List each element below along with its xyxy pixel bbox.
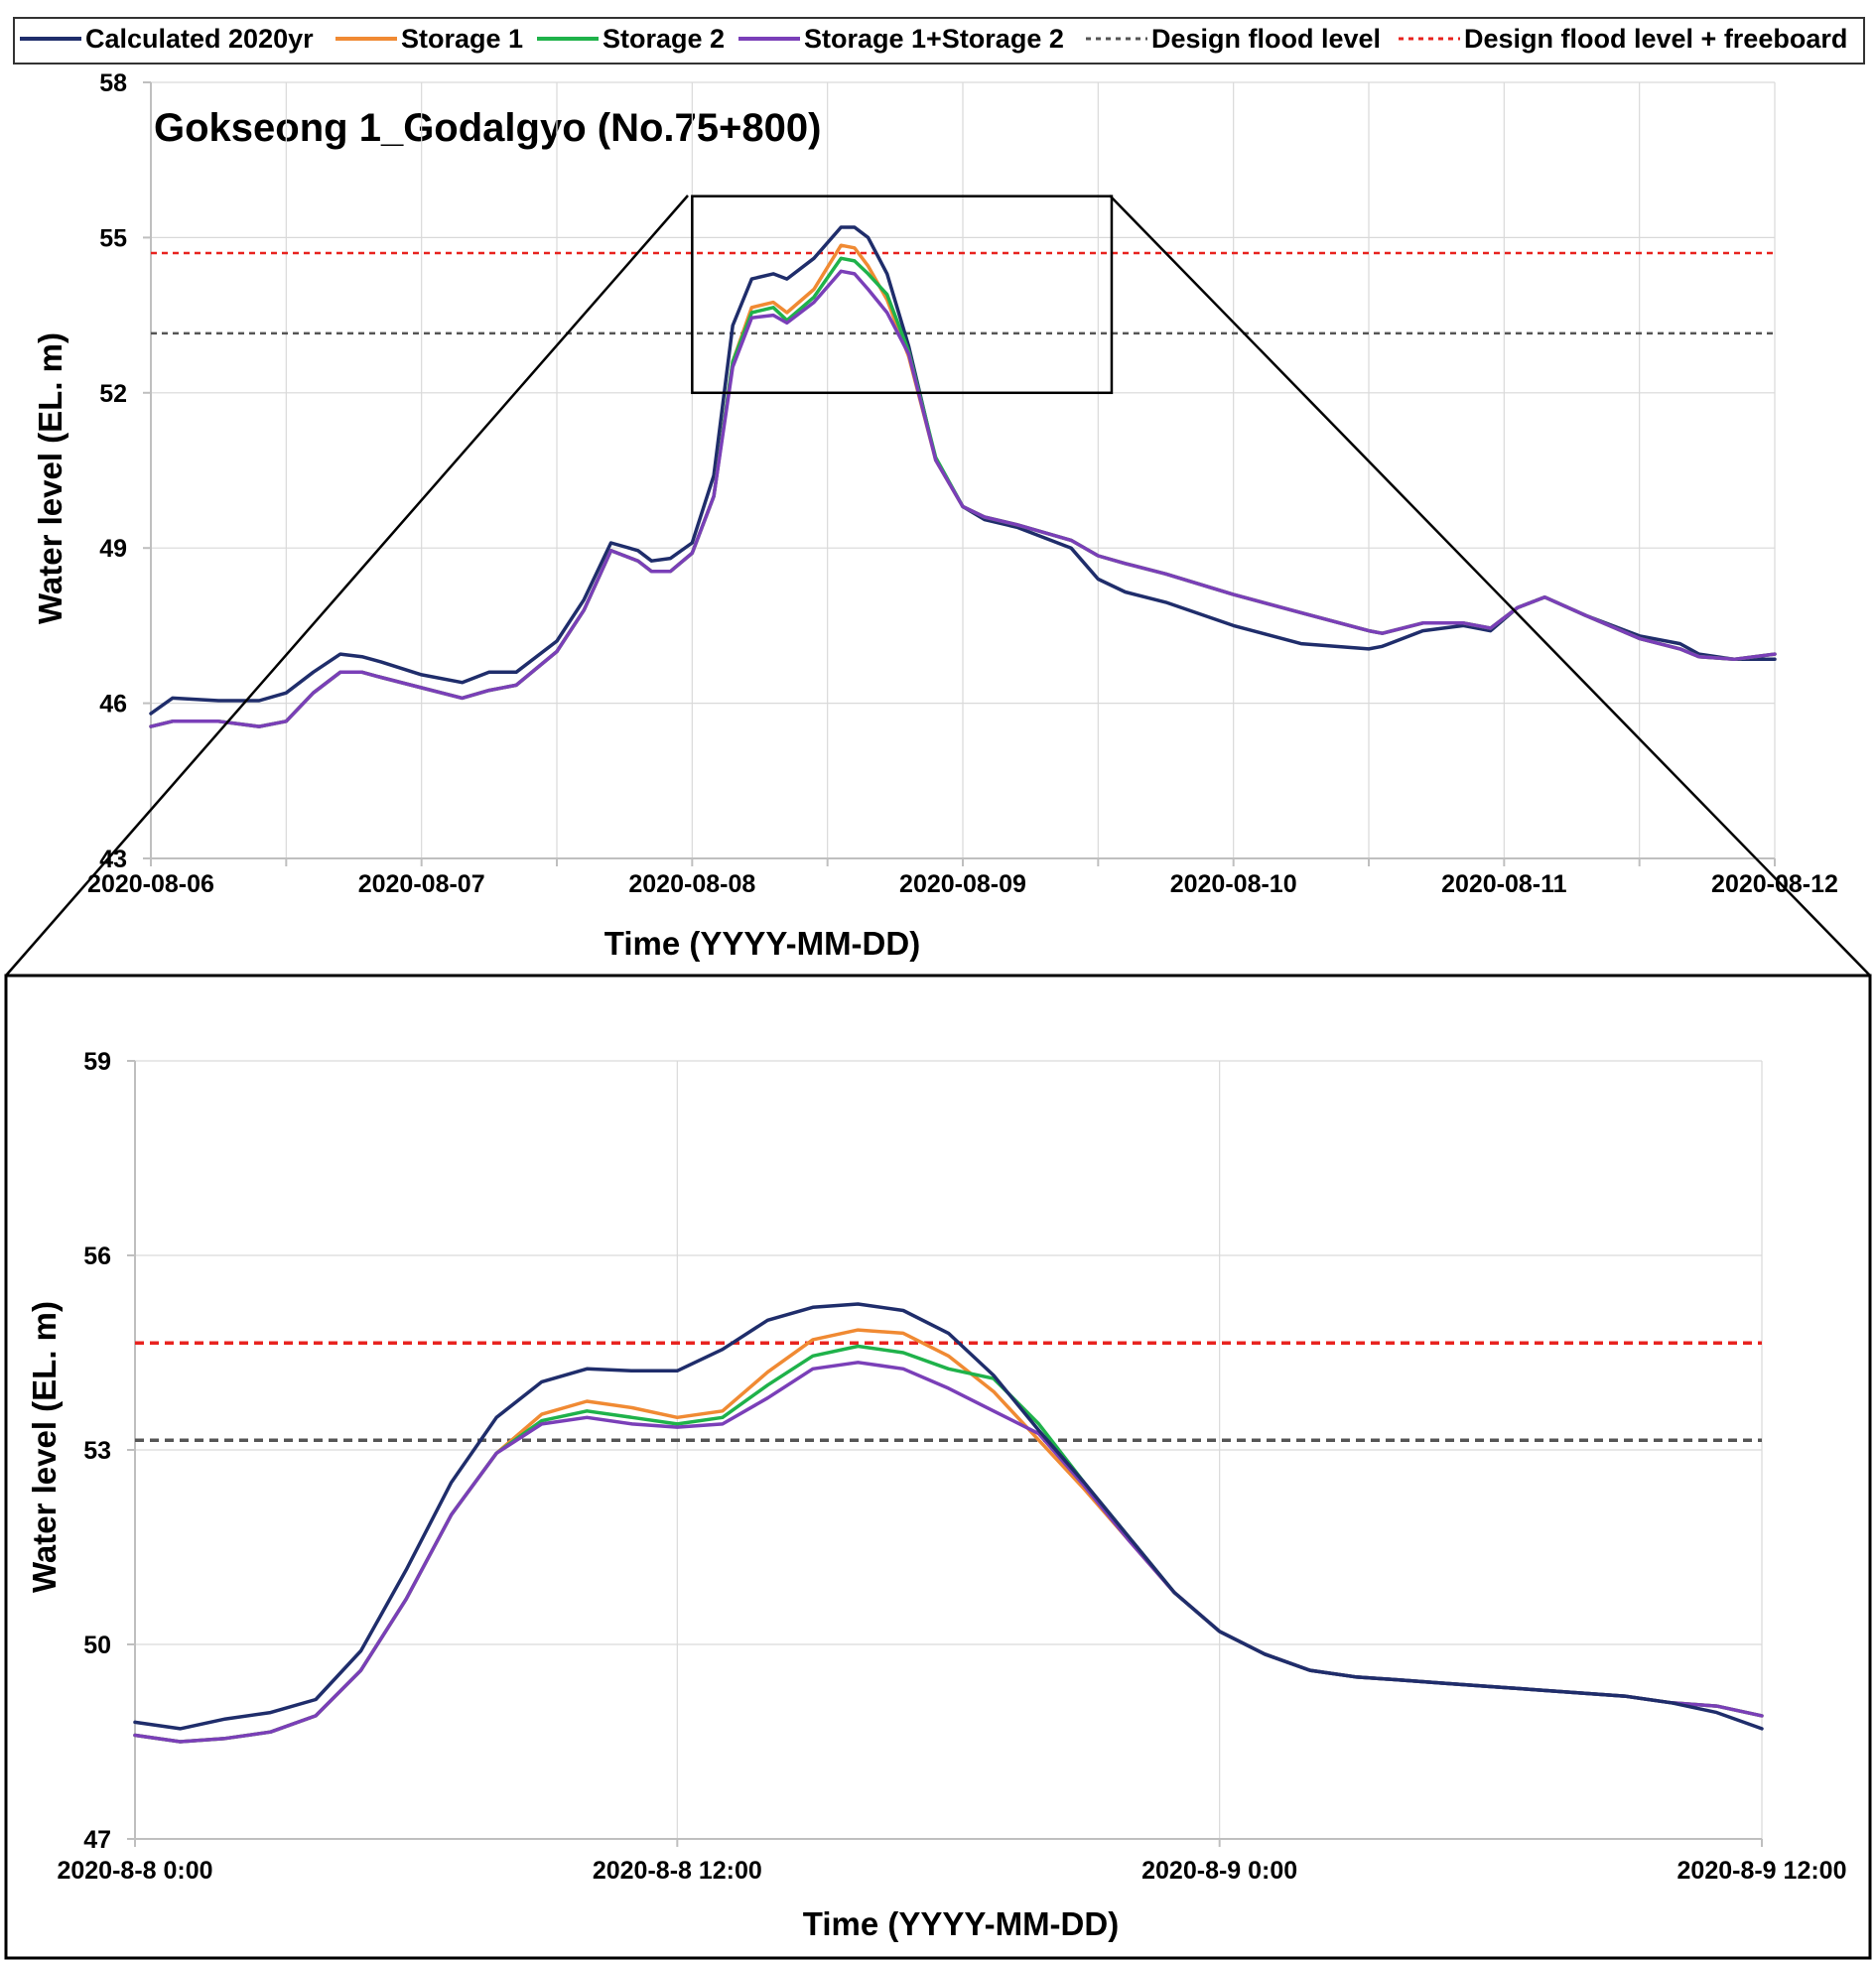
legend-label: Storage 2	[603, 24, 725, 54]
zoom-region-box	[691, 195, 1114, 395]
legend-frame	[13, 17, 1865, 65]
y-tick-label: 43	[99, 846, 127, 873]
y-tick-label: 59	[83, 1048, 111, 1076]
zoom-chart: Time (YYYY-MM-DD) Water level (EL. m) 47…	[26, 1048, 1846, 1942]
x-tick-label: 2020-08-06	[87, 870, 214, 898]
y-tick-label: 55	[99, 224, 127, 252]
y-axis-title: Water level (EL. m)	[32, 332, 68, 624]
zoom-panel-frame	[4, 974, 1872, 1960]
zoom-y-axis-title: Water level (EL. m)	[26, 1301, 63, 1593]
legend-item: Calculated 2020yr	[20, 24, 314, 54]
x-tick-label: 2020-08-11	[1441, 870, 1567, 898]
x-tick-label: 2020-8-8 12:00	[593, 1857, 762, 1885]
y-tick-label: 49	[99, 535, 127, 563]
zoom-grid	[134, 1060, 1763, 1840]
x-tick-label: 2020-8-9 12:00	[1677, 1857, 1847, 1885]
y-tick-label: 53	[83, 1437, 111, 1465]
y-tick-label: 58	[99, 69, 127, 97]
y-tick-label: 50	[83, 1632, 111, 1659]
y-tick-label: 47	[83, 1826, 111, 1854]
x-tick-label: 2020-08-12	[1711, 870, 1838, 898]
series-line-calculated-2020yr	[149, 225, 1777, 716]
legend-label: Storage 1+Storage 2	[804, 24, 1064, 54]
y-tick-label: 52	[99, 380, 127, 408]
zoom-connector-right	[1109, 195, 1871, 977]
series-line-storage-1-storage-2	[149, 269, 1777, 728]
y-tick-label: 46	[99, 691, 127, 719]
x-tick-label: 2020-08-07	[358, 870, 485, 898]
main-chart: Gokseong 1_Godalgyo (No.75+800) Time (YY…	[32, 69, 1838, 962]
grid	[150, 81, 1776, 859]
x-tick-label: 2020-08-09	[899, 870, 1026, 898]
x-tick-label: 2020-8-8 0:00	[57, 1857, 212, 1885]
legend-label: Design flood level	[1151, 24, 1381, 54]
x-tick-label: 2020-08-08	[628, 870, 755, 898]
legend-item: Storage 1+Storage 2	[738, 24, 1064, 54]
legend-item: Storage 2	[537, 24, 725, 54]
chart-title: Gokseong 1_Godalgyo (No.75+800)	[154, 106, 821, 150]
series-line-calculated-2020yr	[133, 1302, 1764, 1731]
legend-label: Design flood level + freeboard	[1464, 24, 1847, 54]
legend-item: Design flood level	[1086, 24, 1381, 54]
zoom-callout	[4, 195, 1872, 1960]
zoom-connector-left	[5, 195, 689, 977]
legend-item: Design flood level + freeboard	[1399, 24, 1847, 54]
x-tick-label: 2020-8-9 0:00	[1141, 1857, 1297, 1885]
x-axis-title: Time (YYYY-MM-DD)	[604, 925, 920, 962]
zoom-x-axis-title: Time (YYYY-MM-DD)	[803, 1905, 1119, 1942]
legend-label: Calculated 2020yr	[85, 24, 314, 54]
legend-item: Storage 1	[335, 24, 523, 54]
legend-items: Calculated 2020yr Storage 1 Storage 2 Stora…	[20, 24, 1847, 54]
y-tick-label: 56	[83, 1242, 111, 1270]
legend-label: Storage 1	[401, 24, 523, 54]
x-tick-label: 2020-08-10	[1170, 870, 1297, 898]
legend: Calculated 2020yr Storage 1 Storage 2 Stora…	[13, 17, 1865, 65]
